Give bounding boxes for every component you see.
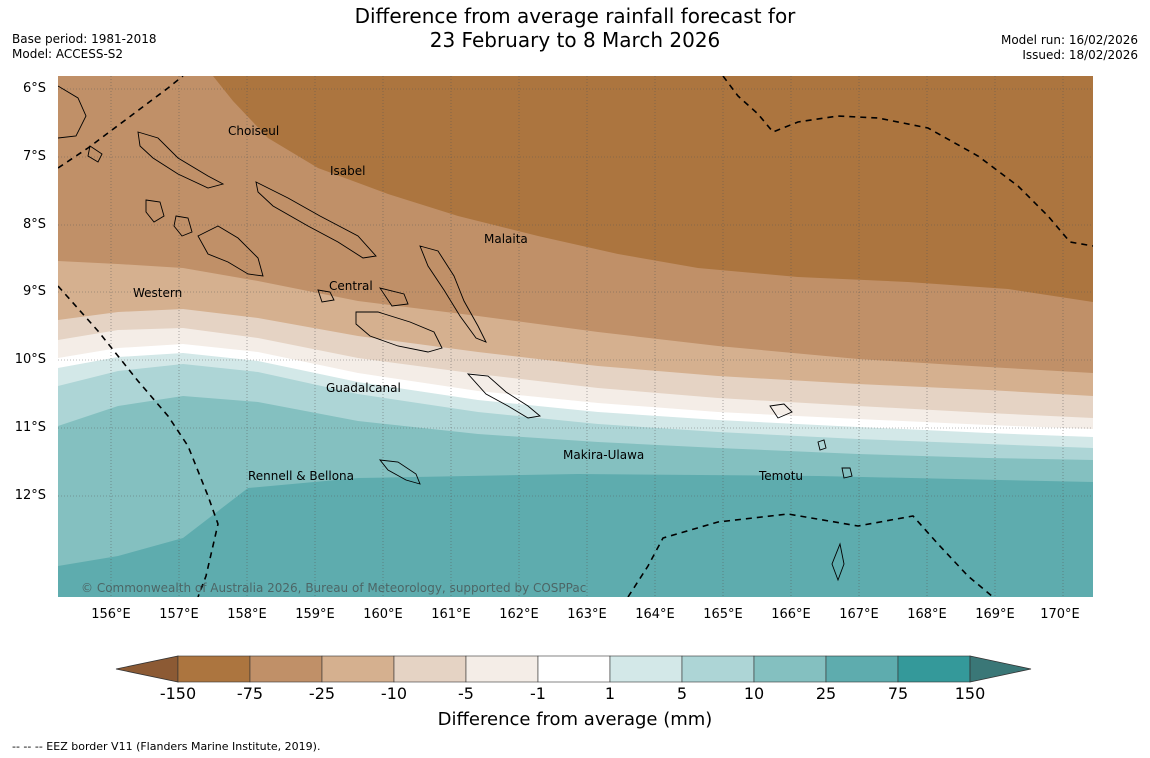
guadalcanal-island (355, 311, 443, 353)
band-minus75-minus25 (213, 76, 1093, 302)
lon-label-169e: 169°E (975, 607, 1015, 622)
region-label-isabel: Isabel (330, 164, 366, 178)
colorbar-tick-label: 5 (676, 684, 688, 703)
colorbar (115, 655, 1037, 683)
vella-lavella-island (145, 199, 165, 223)
rainfall-map-svg (57, 75, 1094, 598)
lat-label-9s: 9°S (22, 284, 46, 299)
coastlines (57, 85, 853, 582)
model-text: Model: ACCESS-S2 (12, 47, 124, 61)
region-label-choiseul: Choiseul (228, 124, 280, 138)
colorbar-segment (177, 655, 251, 683)
rainfall-map (57, 75, 1094, 598)
lon-label-168e: 168°E (907, 607, 947, 622)
choiseul-island (137, 131, 225, 189)
shortland-island (87, 145, 103, 163)
eez-legend-text: -- -- -- EEZ border V11 (Flanders Marine… (12, 740, 321, 753)
makira-island (466, 373, 542, 419)
region-label-central: Central (329, 279, 373, 293)
lat-label-6s: 6°S (22, 81, 46, 96)
lat-label-10s: 10°S (14, 352, 46, 367)
colorbar-tick-label: -1 (530, 684, 546, 703)
new-georgia-island (197, 225, 264, 277)
colorbar-segment (537, 655, 611, 683)
lon-label-161e: 161°E (431, 607, 471, 622)
region-label-rennell-bellona: Rennell & Bellona (248, 469, 355, 483)
base-period-text: Base period: 1981-2018 (12, 32, 157, 46)
lon-label-156e: 156°E (91, 607, 131, 622)
utupua-island (817, 439, 827, 451)
malaita-island (419, 245, 487, 343)
russell-islands (317, 289, 335, 303)
colorbar-extend-low (115, 655, 179, 683)
vanikoro-island (831, 542, 845, 582)
lon-label-164e: 164°E (635, 607, 675, 622)
colorbar-tick-label: -150 (159, 684, 197, 703)
lon-label-159e: 159°E (295, 607, 335, 622)
colorbar-tick-label: -5 (458, 684, 474, 703)
colorbar-segment (681, 655, 755, 683)
colorbar-segment (249, 655, 323, 683)
colorbar-svg (115, 655, 1032, 683)
region-label-guadalcanal: Guadalcanal (326, 381, 401, 395)
colorbar-tick-label: 1 (604, 684, 616, 703)
colorbar-segment (609, 655, 683, 683)
bougainville-coast (57, 85, 87, 139)
anuta-island (841, 467, 853, 479)
lat-label-11s: 11°S (14, 420, 46, 435)
lon-label-167e: 167°E (839, 607, 879, 622)
lat-label-12s: 12°S (14, 488, 46, 503)
region-label-western: Western (133, 286, 183, 300)
colorbar-segment (465, 655, 539, 683)
colorbar-segment (393, 655, 467, 683)
lon-label-170e: 170°E (1040, 607, 1080, 622)
colorbar-tick-label: 10 (743, 684, 765, 703)
lon-label-165e: 165°E (703, 607, 743, 622)
rennell-island (378, 459, 421, 485)
colorbar-tick-label: 150 (954, 684, 986, 703)
lon-label-166e: 166°E (771, 607, 811, 622)
region-label-makira-ulawa: Makira-Ulawa (563, 448, 645, 462)
lat-label-7s: 7°S (22, 149, 46, 164)
colorbar-tick-label: -75 (236, 684, 264, 703)
lon-label-160e: 160°E (363, 607, 403, 622)
colorbar-tick-label: 25 (815, 684, 837, 703)
colorbar-title: Difference from average (mm) (437, 709, 713, 730)
model-run-text: Model run: 16/02/2026 (1000, 33, 1138, 47)
lon-label-163e: 163°E (567, 607, 607, 622)
lon-label-158e: 158°E (227, 607, 267, 622)
colorbar-tick-label: -25 (308, 684, 336, 703)
colorbar-segment (897, 655, 971, 683)
region-label-malaita: Malaita (484, 232, 528, 246)
colorbar-tick-label: 75 (887, 684, 909, 703)
colorbar-segment (753, 655, 827, 683)
chart-title-line2: 23 February to 8 March 2026 (429, 28, 721, 52)
lat-label-8s: 8°S (22, 217, 46, 232)
nggela-islands (378, 287, 409, 307)
eez-border (57, 75, 1094, 598)
colorbar-extend-high (969, 655, 1032, 683)
kolombangara-island (173, 215, 193, 237)
colorbar-tick-label: -10 (380, 684, 408, 703)
colorbar-segment (825, 655, 899, 683)
isabel-island (255, 181, 377, 259)
chart-title-line1: Difference from average rainfall forecas… (354, 4, 796, 28)
issued-text: Issued: 18/02/2026 (1022, 48, 1138, 62)
nendo-island (769, 403, 793, 419)
region-label-temotu: Temotu (759, 469, 804, 483)
lon-label-162e: 162°E (499, 607, 539, 622)
lon-label-157e: 157°E (159, 607, 199, 622)
colorbar-segment (321, 655, 395, 683)
copyright-text: © Commonwealth of Australia 2026, Bureau… (81, 581, 587, 595)
